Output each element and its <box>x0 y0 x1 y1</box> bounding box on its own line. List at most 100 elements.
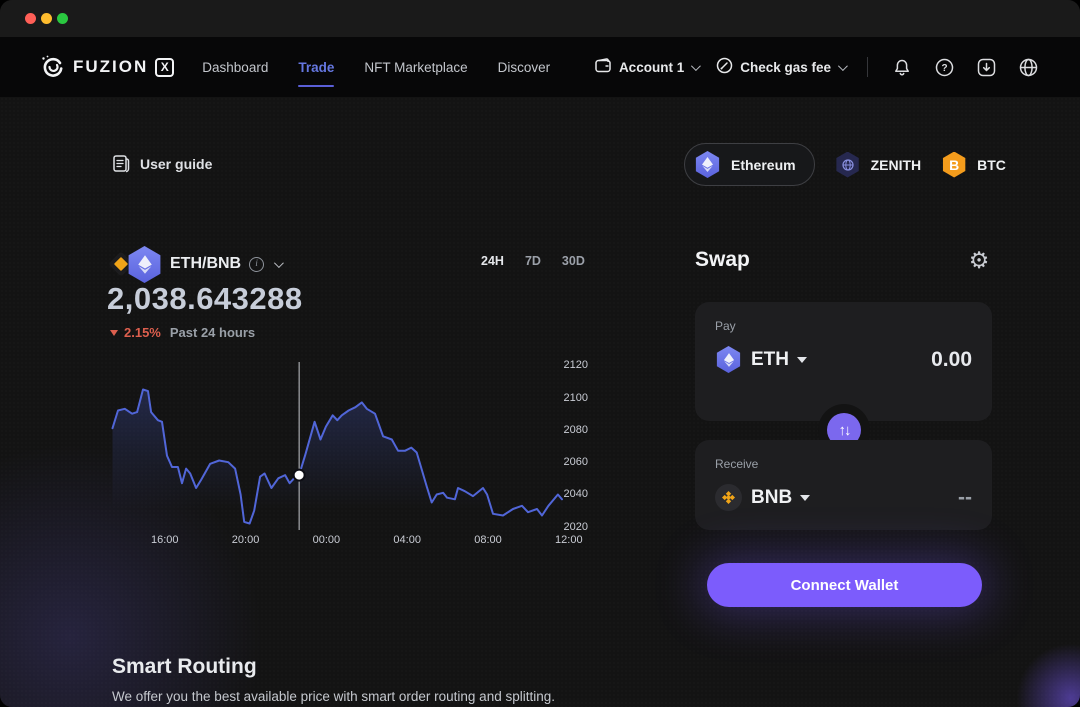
y-tick-label: 2120 <box>563 359 588 372</box>
btc-icon: B <box>942 151 966 178</box>
svg-text:?: ? <box>941 63 947 74</box>
receive-token-selector[interactable]: BNB <box>751 486 793 508</box>
gauge-icon <box>716 57 733 77</box>
receive-label: Receive <box>715 457 759 471</box>
chart-line <box>111 388 563 525</box>
bnb-icon <box>715 484 742 511</box>
x-tick-label: 00:00 <box>312 534 341 546</box>
y-axis: 2120 2100 2080 2060 2040 2020 <box>560 359 588 533</box>
network-label: ZENITH <box>870 156 922 173</box>
nav-item-dashboard[interactable]: Dashboard <box>202 59 269 75</box>
swap-title: Swap <box>695 248 750 271</box>
x-tick-label: 04:00 <box>393 534 421 546</box>
account-label: Account 1 <box>618 59 685 75</box>
receive-amount[interactable]: -- <box>958 485 972 509</box>
notifications-button[interactable] <box>890 55 914 79</box>
network-zenith[interactable]: ZENITH <box>835 151 922 178</box>
network-ethereum[interactable]: Ethereum <box>684 143 815 186</box>
language-button[interactable] <box>1016 55 1040 79</box>
x-axis: 16:00 20:00 00:00 04:00 08:00 12:00 <box>108 534 583 548</box>
crosshair-dot <box>292 468 306 482</box>
nav-right-group: Account 1 Check gas fee <box>595 55 1040 79</box>
y-tick-label: 2020 <box>563 520 588 533</box>
smart-routing-description: We offer you the best available price wi… <box>112 689 555 704</box>
wallet-icon <box>595 58 612 76</box>
window-zoom-button[interactable] <box>57 13 68 24</box>
pay-card: Pay ETH 0.00 <box>695 302 992 421</box>
change-down-icon <box>110 329 118 336</box>
main-nav: Dashboard Trade NFT Marketplace Discover <box>202 54 551 87</box>
nav-item-trade[interactable]: Trade <box>298 54 335 87</box>
pair-name: ETH/BNB <box>170 255 242 272</box>
price-change-row: 2.15% Past 24 hours <box>110 325 255 340</box>
check-gas-fee-button[interactable]: Check gas fee <box>716 57 848 77</box>
background-glow <box>1016 643 1080 707</box>
eth-icon <box>716 346 741 373</box>
network-selector: Ethereum ZENITH B BTC <box>684 143 1006 186</box>
window-close-button[interactable] <box>25 13 36 24</box>
navbar: FUZION X Dashboard Trade NFT Marketplace… <box>0 37 1080 97</box>
nav-item-discover[interactable]: Discover <box>497 59 551 75</box>
eth-icon <box>128 246 161 283</box>
user-guide-link[interactable]: User guide <box>112 154 212 173</box>
window-minimize-button[interactable] <box>41 13 52 24</box>
pair-selector[interactable]: ETH/BNB i <box>108 246 284 283</box>
connect-wallet-button[interactable]: Connect Wallet <box>707 563 982 607</box>
ethereum-icon <box>695 151 720 178</box>
swap-arrows-icon: ↑↓ <box>838 421 852 439</box>
smart-routing-heading: Smart Routing <box>112 655 257 678</box>
network-label: BTC <box>977 156 1006 173</box>
info-icon[interactable]: i <box>249 256 265 272</box>
pair-price: 2,038.643288 <box>107 281 303 316</box>
chevron-down-icon <box>837 60 848 71</box>
network-btc[interactable]: B BTC <box>941 151 1006 178</box>
range-30d[interactable]: 30D <box>561 254 585 268</box>
chevron-down-icon <box>691 60 702 71</box>
x-tick-label: 08:00 <box>474 534 502 546</box>
y-tick-label: 2060 <box>563 456 588 469</box>
gas-fee-label: Check gas fee <box>740 59 831 75</box>
app-logo[interactable]: FUZION X <box>40 54 175 80</box>
y-tick-label: 2040 <box>563 488 588 501</box>
gear-icon: ⚙ <box>968 246 990 273</box>
x-tick-label: 20:00 <box>231 534 260 546</box>
chevron-down-icon[interactable] <box>797 356 807 363</box>
help-button[interactable]: ? <box>932 55 956 79</box>
nav-item-nft-marketplace[interactable]: NFT Marketplace <box>364 59 468 75</box>
pay-label: Pay <box>715 319 736 333</box>
y-tick-label: 2100 <box>563 391 588 404</box>
pair-icons <box>108 246 164 283</box>
zenith-icon <box>836 151 859 178</box>
change-percent: 2.15% <box>124 325 161 340</box>
logo-swirl-icon <box>40 54 66 80</box>
y-tick-label: 2080 <box>563 423 588 436</box>
swap-settings-button[interactable]: ⚙ <box>964 245 994 275</box>
download-icon <box>977 58 995 76</box>
nav-divider <box>867 57 868 77</box>
titlebar <box>0 0 1080 37</box>
page-content: User guide Ethereum ZENITH <box>0 97 1080 707</box>
x-tick-label: 12:00 <box>555 534 583 546</box>
x-tick-label: 16:00 <box>150 534 179 546</box>
globe-icon <box>1019 58 1037 76</box>
logo-x-badge: X <box>155 57 175 77</box>
range-24h[interactable]: 24H <box>481 254 504 268</box>
chart-area-fill <box>112 389 562 530</box>
range-tabs: 24H 7D 30D <box>481 254 585 268</box>
chevron-down-icon[interactable] <box>800 494 811 501</box>
account-menu-button[interactable]: Account 1 <box>595 58 702 76</box>
network-label: Ethereum <box>731 156 796 173</box>
receive-card: Receive BNB -- <box>695 440 992 530</box>
pay-token-selector[interactable]: ETH <box>751 348 789 370</box>
chevron-down-icon <box>274 257 284 268</box>
user-guide-label: User guide <box>140 155 213 172</box>
price-chart[interactable] <box>108 362 563 530</box>
change-period: Past 24 hours <box>169 325 256 340</box>
document-icon <box>113 155 130 173</box>
bell-icon <box>895 59 909 75</box>
pay-amount[interactable]: 0.00 <box>931 347 972 371</box>
download-app-button[interactable] <box>974 55 998 79</box>
range-7d[interactable]: 7D <box>524 254 541 268</box>
logo-text: FUZION <box>73 57 149 76</box>
